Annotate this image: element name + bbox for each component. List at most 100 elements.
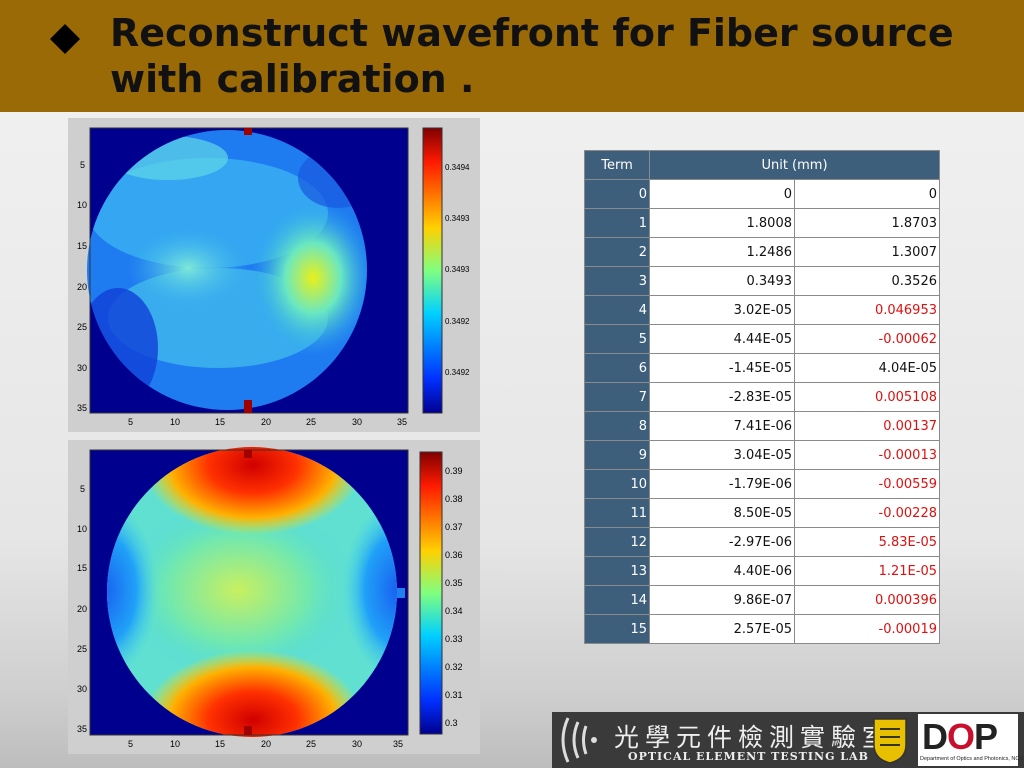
- table-row: 4 3.02E-05 0.046953: [584, 295, 940, 325]
- value-cell-a: -1.79E-06: [649, 469, 795, 499]
- y-tick: 15: [77, 563, 87, 573]
- y-tick: 35: [77, 403, 87, 413]
- value-cell-a: 7.41E-06: [649, 411, 795, 441]
- y-tick: 5: [80, 160, 85, 170]
- diamond-bullet-icon: [50, 24, 80, 54]
- wavefront-plot-top: 5 10 15 20 25 30 35 5 10 15 20 25 30 35 …: [68, 118, 480, 432]
- x-tick: 20: [261, 739, 271, 749]
- table-row: 11 8.50E-05 -0.00228: [584, 498, 940, 528]
- lab-name-chinese: 光學元件檢測實驗室: [614, 723, 894, 752]
- value-cell-b: 0.00137: [794, 411, 940, 441]
- table-row: 8 7.41E-06 0.00137: [584, 411, 940, 441]
- value-cell-b: 1.8703: [794, 208, 940, 238]
- value-cell-b: 1.21E-05: [794, 556, 940, 586]
- table-header-term: Term: [584, 150, 650, 180]
- x-tick: 35: [397, 417, 407, 427]
- value-cell-b: 0.005108: [794, 382, 940, 412]
- y-tick: 10: [77, 524, 87, 534]
- term-cell: 7: [584, 382, 650, 412]
- term-cell: 4: [584, 295, 650, 325]
- table-row: 1 1.8008 1.8703: [584, 208, 940, 238]
- table-row: 2 1.2486 1.3007: [584, 237, 940, 267]
- logo-letter-o: O: [947, 716, 975, 757]
- value-cell-b: -0.00062: [794, 324, 940, 354]
- value-cell-a: 1.8008: [649, 208, 795, 238]
- wavefront-plot-bottom: 5 10 15 20 25 30 35 5 10 15 20 25 30 35 …: [68, 440, 480, 754]
- x-tick: 10: [170, 739, 180, 749]
- colorbar-tick: 0.36: [445, 550, 463, 560]
- value-cell-b: 0.000396: [794, 585, 940, 615]
- value-cell-a: 8.50E-05: [649, 498, 795, 528]
- term-cell: 6: [584, 353, 650, 383]
- value-cell-b: -0.00013: [794, 440, 940, 470]
- value-cell-a: 2.57E-05: [649, 614, 795, 644]
- colorbar-tick: 0.34: [445, 606, 463, 616]
- logo-letter-p: P: [974, 716, 998, 757]
- term-cell: 0: [584, 179, 650, 209]
- value-cell-b: -0.00559: [794, 469, 940, 499]
- term-cell: 2: [584, 237, 650, 267]
- term-cell: 3: [584, 266, 650, 296]
- colorbar: [419, 451, 443, 735]
- colorbar-tick: 0.3494: [445, 163, 470, 172]
- colorbar-tick: 0.3492: [445, 317, 470, 326]
- value-cell-a: 4.40E-06: [649, 556, 795, 586]
- y-tick: 20: [77, 604, 87, 614]
- colorbar-tick: 0.35: [445, 578, 463, 588]
- table-header-unit: Unit (mm): [649, 150, 940, 180]
- logo-subtitle: Department of Optics and Photonics, NCU: [920, 756, 1024, 762]
- slide-title: Reconstruct wavefront for Fiber source w…: [110, 11, 954, 101]
- dop-logo: DOP Department of Optics and Photonics, …: [918, 714, 1023, 766]
- value-cell-b: 4.04E-05: [794, 353, 940, 383]
- colorbar-tick: 0.38: [445, 494, 463, 504]
- y-tick: 30: [77, 363, 87, 373]
- value-cell-b: 1.3007: [794, 237, 940, 267]
- y-tick: 35: [77, 724, 87, 734]
- value-cell-b: 0: [794, 179, 940, 209]
- term-cell: 15: [584, 614, 650, 644]
- term-cell: 10: [584, 469, 650, 499]
- table-row: 5 4.44E-05 -0.00062: [584, 324, 940, 354]
- term-cell: 13: [584, 556, 650, 586]
- y-tick: 20: [77, 282, 87, 292]
- y-tick: 15: [77, 241, 87, 251]
- value-cell-a: 0.3493: [649, 266, 795, 296]
- table-row: 13 4.40E-06 1.21E-05: [584, 556, 940, 586]
- table-row: 3 0.3493 0.3526: [584, 266, 940, 296]
- x-tick: 5: [128, 739, 133, 749]
- value-cell-a: 9.86E-07: [649, 585, 795, 615]
- x-tick: 5: [128, 417, 133, 427]
- x-tick: 15: [215, 739, 225, 749]
- logo-letter-d: D: [922, 716, 948, 757]
- x-tick: 10: [170, 417, 180, 427]
- value-cell-a: 3.04E-05: [649, 440, 795, 470]
- colorbar-tick: 0.33: [445, 634, 463, 644]
- x-tick: 20: [261, 417, 271, 427]
- term-cell: 1: [584, 208, 650, 238]
- x-tick: 15: [215, 417, 225, 427]
- table-row: 10 -1.79E-06 -0.00559: [584, 469, 940, 499]
- title-bar: Reconstruct wavefront for Fiber source w…: [0, 0, 1024, 112]
- value-cell-b: 0.046953: [794, 295, 940, 325]
- y-tick: 30: [77, 684, 87, 694]
- table-row: 9 3.04E-05 -0.00013: [584, 440, 940, 470]
- zernike-term-table: Term Unit (mm) 0 0 0 1 1.8008 1.8703 2 1.2486 1.…: [584, 150, 940, 644]
- y-tick: 5: [80, 484, 85, 494]
- colorbar: [422, 127, 443, 414]
- table-row: 14 9.86E-07 0.000396: [584, 585, 940, 615]
- value-cell-a: -2.97E-06: [649, 527, 795, 557]
- x-tick: 25: [306, 739, 316, 749]
- y-tick: 25: [77, 644, 87, 654]
- x-tick: 30: [352, 417, 362, 427]
- term-cell: 8: [584, 411, 650, 441]
- value-cell-b: 5.83E-05: [794, 527, 940, 557]
- university-emblem-icon: [873, 718, 907, 764]
- value-cell-a: 3.02E-05: [649, 295, 795, 325]
- term-cell: 14: [584, 585, 650, 615]
- term-cell: 5: [584, 324, 650, 354]
- value-cell-a: -1.45E-05: [649, 353, 795, 383]
- table-row: 15 2.57E-05 -0.00019: [584, 614, 940, 644]
- term-cell: 9: [584, 440, 650, 470]
- x-tick: 30: [352, 739, 362, 749]
- colorbar-tick: 0.3: [445, 718, 458, 728]
